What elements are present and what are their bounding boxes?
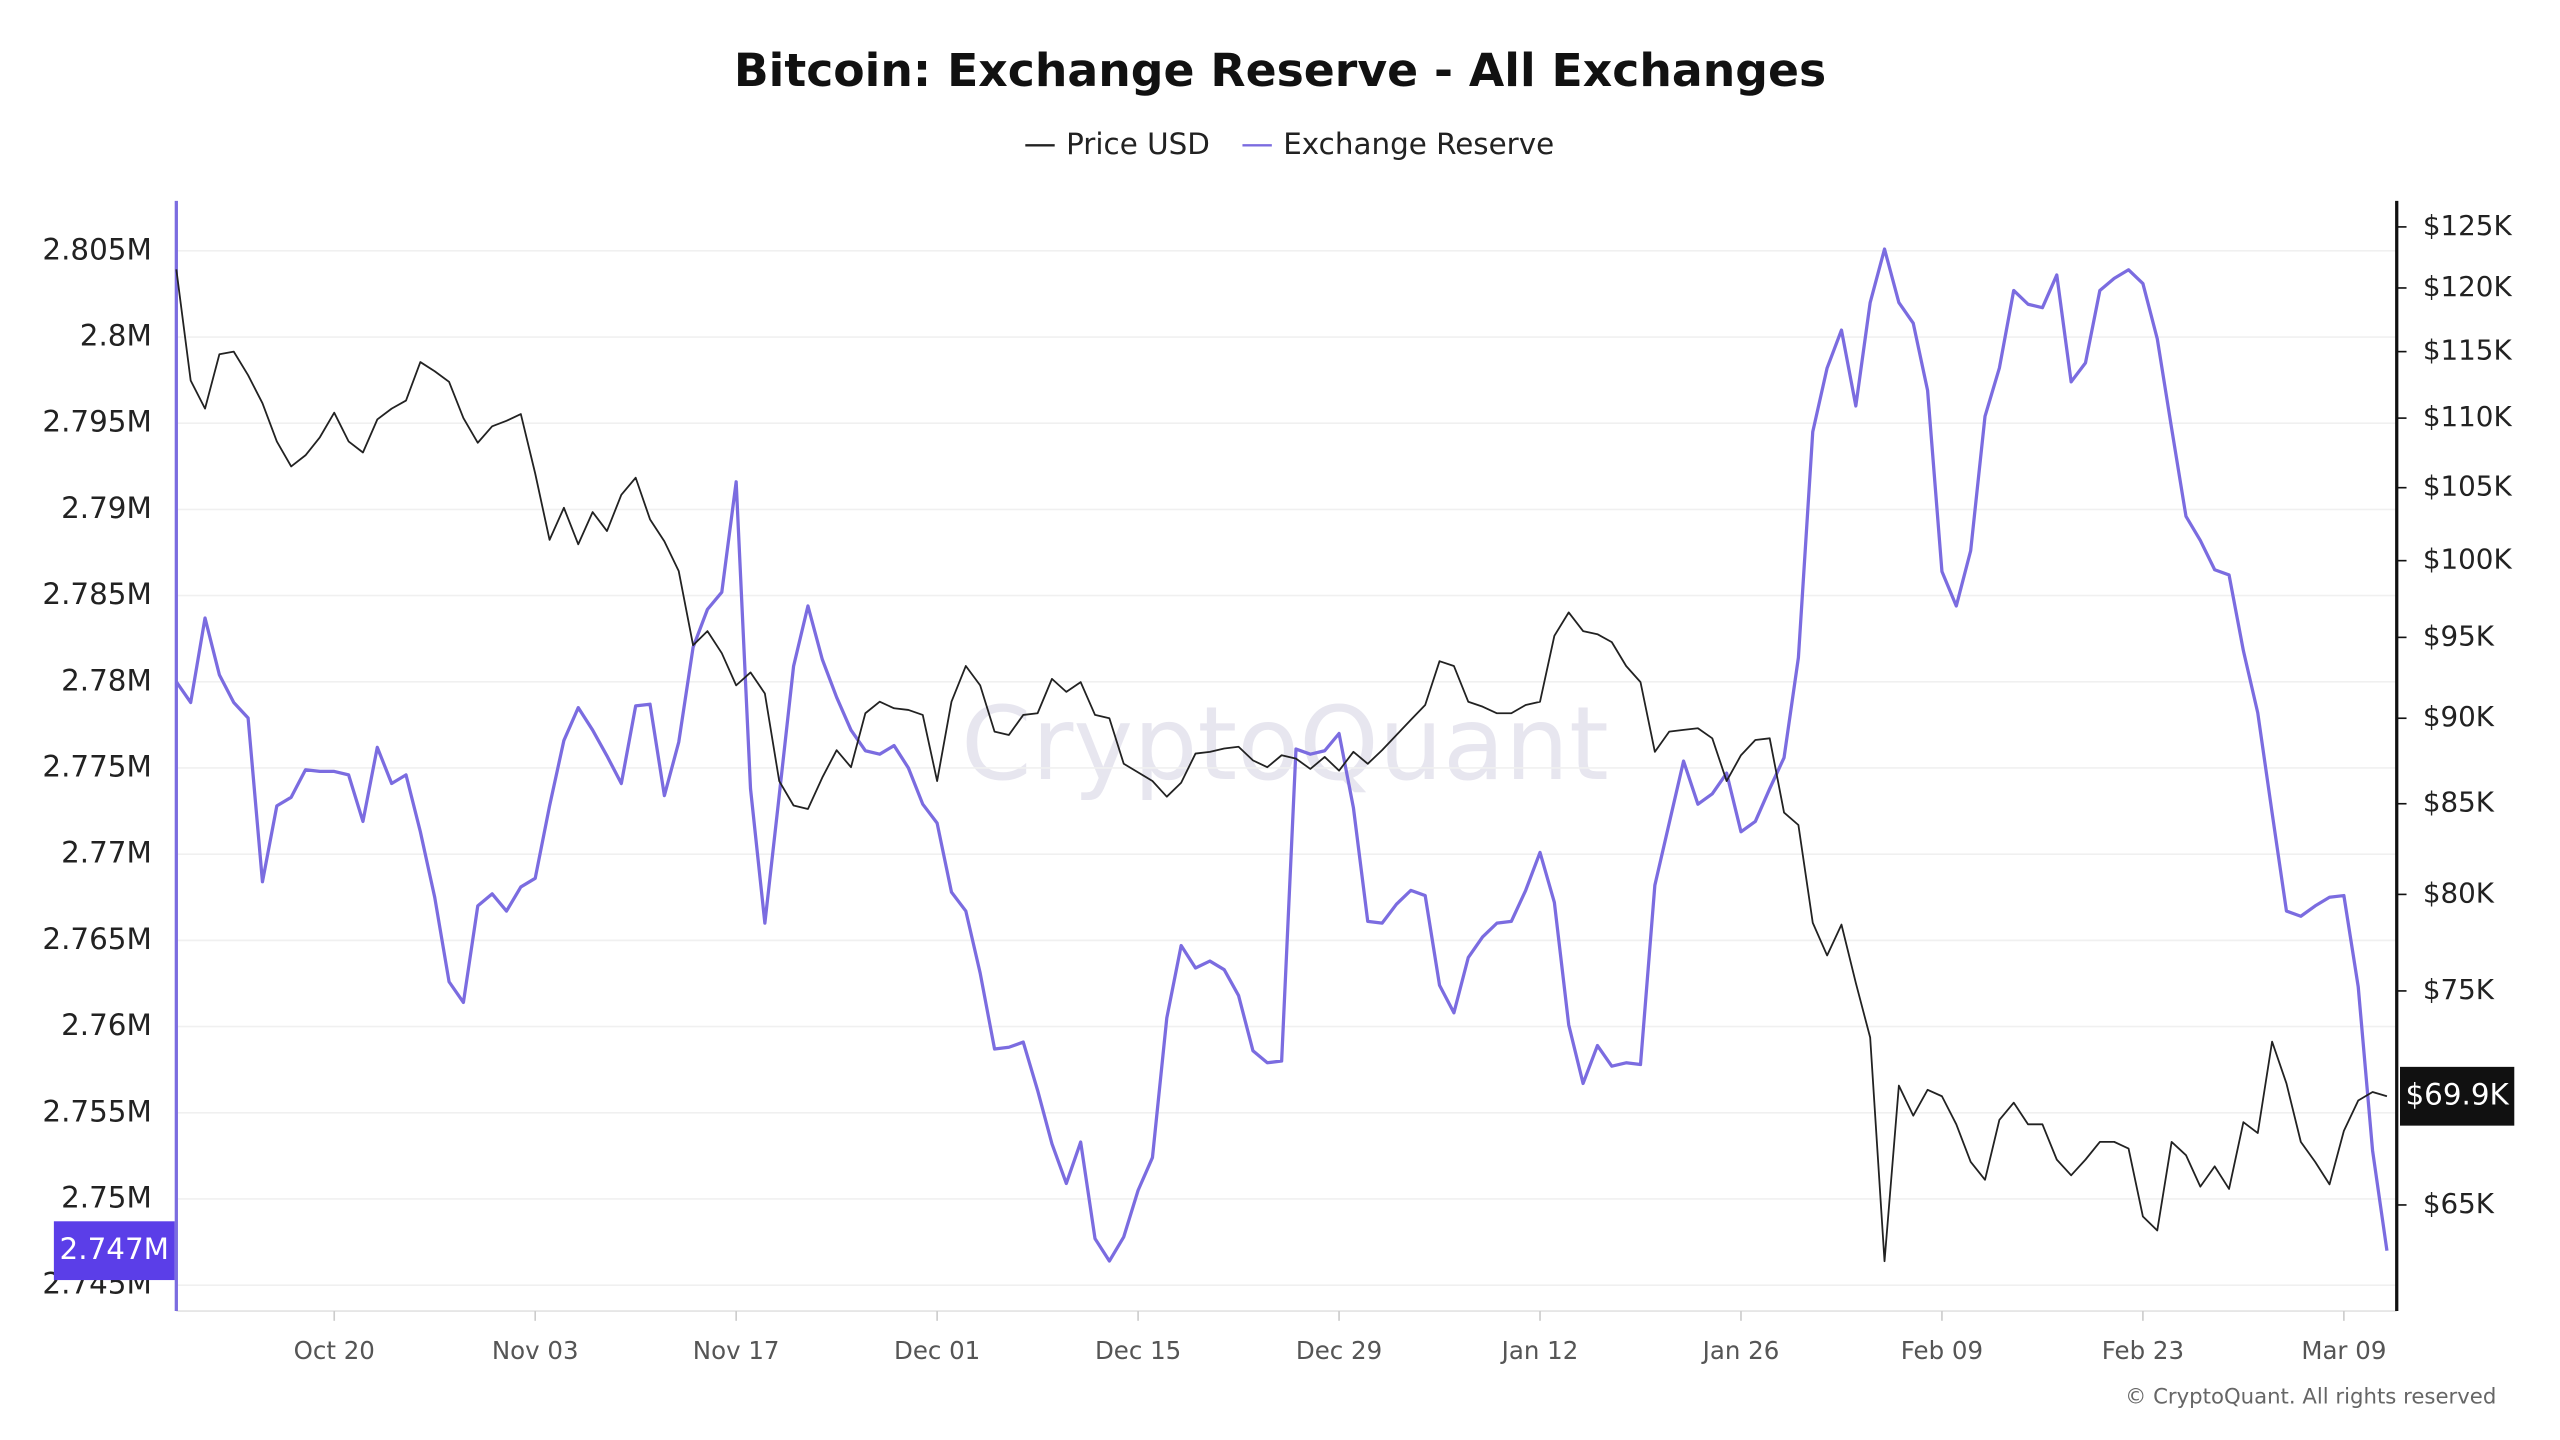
y2-tick-label: $65K — [2423, 1187, 2495, 1220]
x-tick-label: Oct 20 — [294, 1336, 375, 1365]
x-tick-label: Dec 15 — [1095, 1336, 1181, 1365]
last-value-badge — [53, 1221, 175, 1281]
y2-tick-label: $125K — [2423, 209, 2513, 242]
y2-tick-label: $90K — [2423, 700, 2495, 733]
y-tick-label: 2.76M — [61, 1008, 152, 1042]
y-tick-label: 2.77M — [61, 836, 152, 870]
y2-tick-label: $110K — [2423, 400, 2513, 433]
y2-tick-label: $80K — [2423, 876, 2495, 909]
watermark: CryptoQuant — [961, 685, 1609, 803]
y2-tick-label: $120K — [2423, 270, 2513, 303]
y-tick-label: 2.805M — [42, 232, 151, 266]
y-tick-label: 2.795M — [42, 405, 151, 439]
y-tick-label: 2.785M — [42, 577, 151, 611]
last-value-label: 2.747M — [60, 1232, 169, 1266]
y2-tick-label: $85K — [2423, 786, 2495, 819]
legend-label: Exchange Reserve — [1283, 127, 1554, 161]
series-line — [175, 269, 2388, 1263]
legend: Price USD Exchange Reserve — [1025, 127, 1554, 161]
x-tick-label: Jan 26 — [1701, 1336, 1780, 1365]
y-tick-label: 2.775M — [42, 749, 151, 783]
series-line — [174, 247, 2389, 1263]
y2-tick-label: $100K — [2423, 543, 2513, 576]
last-value-badge — [2400, 1066, 2515, 1126]
y-tick-label: 2.79M — [61, 491, 152, 525]
chart-title: Bitcoin: Exchange Reserve - All Exchange… — [734, 44, 1826, 97]
x-tick-label: Nov 17 — [693, 1336, 780, 1365]
credit: © CryptoQuant. All rights reserved — [2125, 1385, 2496, 1410]
y2-tick-label: $105K — [2423, 470, 2513, 503]
legend-label: Price USD — [1066, 127, 1210, 161]
y-tick-label: 2.765M — [42, 922, 151, 956]
last-value-label: $69.9K — [2405, 1078, 2509, 1112]
x-tick-label: Mar 09 — [2301, 1336, 2386, 1365]
y2-tick-label: $95K — [2423, 619, 2495, 652]
x-tick-label: Feb 09 — [1901, 1336, 1983, 1365]
y-tick-label: 2.78M — [61, 663, 152, 697]
x-tick-label: Dec 29 — [1296, 1336, 1382, 1365]
x-tick-label: Nov 03 — [492, 1336, 579, 1365]
y-tick-label: 2.75M — [61, 1180, 152, 1214]
x-tick-label: Dec 01 — [894, 1336, 980, 1365]
y2-tick-label: $75K — [2423, 973, 2495, 1006]
y-tick-label: 2.8M — [80, 319, 152, 353]
x-tick-label: Feb 23 — [2102, 1336, 2184, 1365]
y2-tick-label: $115K — [2423, 334, 2513, 367]
y-tick-label: 2.755M — [42, 1094, 151, 1128]
x-tick-label: Jan 12 — [1500, 1336, 1579, 1365]
